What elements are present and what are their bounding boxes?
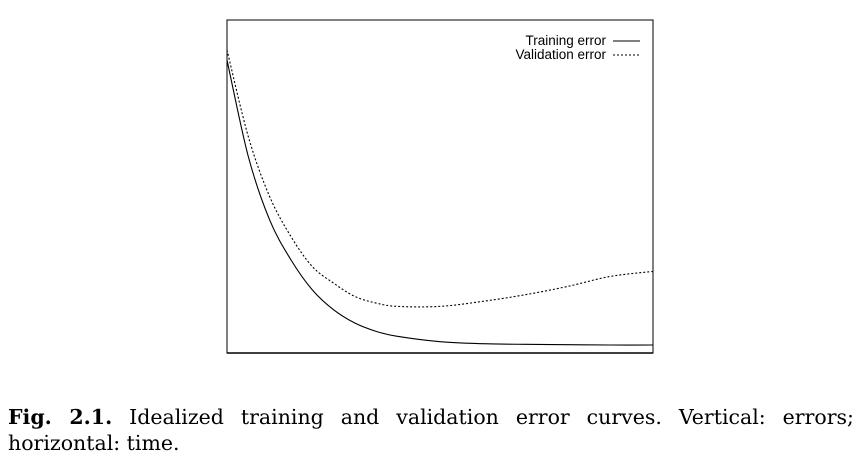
caption-text: Idealized training and validation error …: [8, 405, 854, 455]
legend: Training error Validation error: [515, 33, 640, 62]
series-layer: [226, 49, 654, 346]
caption-label: Fig. 2.1.: [8, 405, 113, 429]
legend-label-training: Training error: [525, 33, 606, 48]
error-curves-figure: Training error Validation error: [226, 19, 654, 354]
plot-frame: [226, 19, 654, 354]
figure-caption: Fig. 2.1. Idealized training and validat…: [8, 404, 854, 456]
series-line-validation-error: [226, 49, 654, 308]
legend-label-validation: Validation error: [515, 47, 606, 62]
series-line-training-error: [226, 59, 654, 346]
